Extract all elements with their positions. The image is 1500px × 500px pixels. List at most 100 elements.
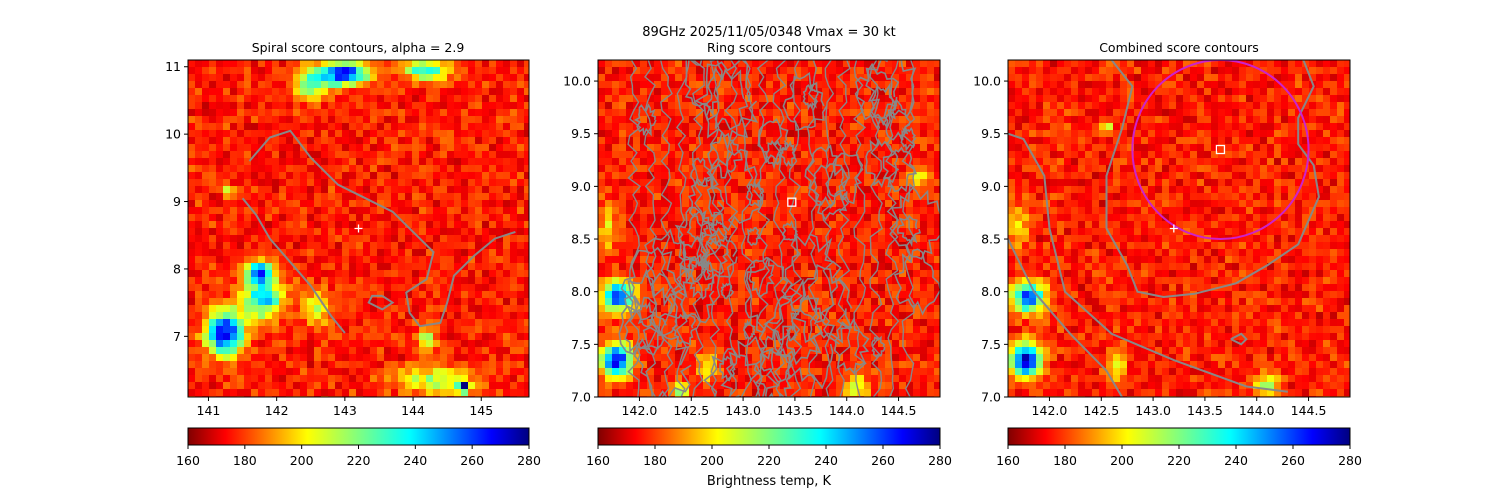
contour-line: [775, 294, 840, 390]
axes-frame: [1007, 59, 1351, 398]
contour-line: [763, 278, 824, 366]
y-tick-label: 7.5: [981, 337, 1001, 352]
contour-line: [901, 60, 916, 397]
y-tick-label: 8.0: [571, 284, 591, 299]
colorbar-tick-label: 160: [996, 453, 1020, 468]
figure-suptitle: 89GHz 2025/11/05/0348 Vmax = 30 kt: [642, 25, 896, 40]
colorbar-tick-label: 180: [643, 453, 667, 468]
x-tick-label: 143.5: [1187, 403, 1223, 418]
ring-circle: [1131, 60, 1310, 241]
contour-line: [248, 129, 516, 328]
x-tick-label: 145: [469, 403, 493, 418]
colorbar-tick-label: 180: [1053, 453, 1077, 468]
contour-line: [883, 98, 912, 141]
square-marker: [1215, 144, 1226, 155]
colorbar-tick-label: 280: [928, 453, 952, 468]
contour-line: [699, 226, 738, 281]
center-plus-marker: [354, 224, 363, 233]
contour-line: [893, 248, 940, 316]
contour-line: [690, 157, 713, 188]
y-tick-label: 8.5: [571, 232, 591, 247]
contour-line: [1230, 332, 1248, 346]
contour-line: [869, 82, 898, 126]
colorbar-tick-label: 180: [233, 453, 257, 468]
colorbar-1: 160 180 200 220 240 260 280: [176, 427, 541, 468]
contour-line: [757, 118, 789, 164]
colorbar-tick-label: 220: [757, 453, 781, 468]
contour-line: [707, 131, 743, 179]
contour-line: [753, 348, 793, 397]
contour-line: [772, 60, 787, 397]
contour-line: [793, 264, 853, 344]
contour-line: [694, 60, 759, 152]
contour-line: [900, 127, 917, 152]
contour-line: [636, 300, 656, 328]
panel-combined-score: 142.0 142.5 143.0 143.5 144.0 144.5 7.0 7.5 8.0 8…: [973, 59, 1351, 418]
heatmap: [188, 60, 529, 397]
x-tick-label: 143.5: [777, 403, 813, 418]
contour-line: [853, 60, 867, 397]
x-tick-label: 144.0: [829, 403, 865, 418]
colorbar-label: Brightness temp, K: [707, 474, 832, 489]
y-tick-label: 10: [165, 127, 181, 142]
y-tick-label: 8.5: [981, 232, 1001, 247]
contour-line: [627, 60, 642, 397]
x-tick-label: 144: [401, 403, 425, 418]
colorbar-tick-label: 240: [1224, 453, 1248, 468]
x-tick-label: 144.5: [881, 403, 917, 418]
contour-line: [241, 197, 346, 334]
x-tick-label: 144.0: [1239, 403, 1275, 418]
x-tick-label: 142.5: [1083, 403, 1119, 418]
contour-line: [764, 139, 784, 170]
colorbar-tick-label: 160: [586, 453, 610, 468]
contour-line: [620, 246, 684, 335]
contour-line: [675, 60, 688, 397]
contour-line: [896, 214, 921, 248]
y-tick-label: 7.5: [571, 337, 591, 352]
contour-line: [802, 84, 819, 111]
contour-line: [756, 60, 771, 397]
panel-spiral-score: 141 142 143 144 145 7 8 9 10 11: [165, 59, 530, 418]
contour-line: [869, 60, 883, 397]
colorbar-tick-label: 240: [403, 453, 427, 468]
x-tick-label: 143.0: [725, 403, 761, 418]
x-tick-label: 142: [265, 403, 289, 418]
contour-line: [833, 315, 870, 376]
colorbar-tick-label: 240: [814, 453, 838, 468]
y-tick-label: 7: [173, 329, 181, 344]
contour-line: [865, 60, 917, 120]
y-tick-label: 11: [165, 59, 181, 74]
colorbar-tick-label: 260: [460, 453, 484, 468]
y-tick-label: 9: [173, 194, 181, 209]
center-plus-marker: [1169, 224, 1178, 233]
colorbar-tick-label: 160: [176, 453, 200, 468]
y-tick-label: 7.0: [981, 390, 1001, 405]
contour-line: [825, 152, 864, 205]
colorbar-tick-label: 220: [1167, 453, 1191, 468]
y-tick-label: 7.0: [571, 390, 591, 405]
contour-line: [643, 60, 658, 397]
contour-line: [703, 348, 761, 397]
contour-line: [1105, 60, 1320, 299]
y-tick-label: 9.0: [571, 179, 591, 194]
contour-line: [781, 220, 799, 242]
x-tick-label: 142.0: [622, 403, 658, 418]
contour-line: [885, 60, 900, 397]
heatmap: [598, 60, 940, 397]
contour-line: [748, 256, 775, 298]
contour-line: [624, 295, 667, 356]
colorbar-tick-label: 260: [871, 453, 895, 468]
contour-line: [740, 60, 754, 397]
y-tick-label: 8: [173, 261, 181, 276]
colorbar-gradient: [187, 427, 530, 446]
x-tick-label: 143: [333, 403, 357, 418]
contour-line: [747, 226, 761, 247]
y-tick-label: 9.5: [571, 126, 591, 141]
x-tick-label: 143.0: [1135, 403, 1171, 418]
contour-line: [806, 60, 819, 397]
contour-line: [703, 239, 729, 275]
contour-line: [1008, 238, 1123, 397]
contour-line: [882, 146, 918, 193]
contour-line: [804, 144, 847, 209]
